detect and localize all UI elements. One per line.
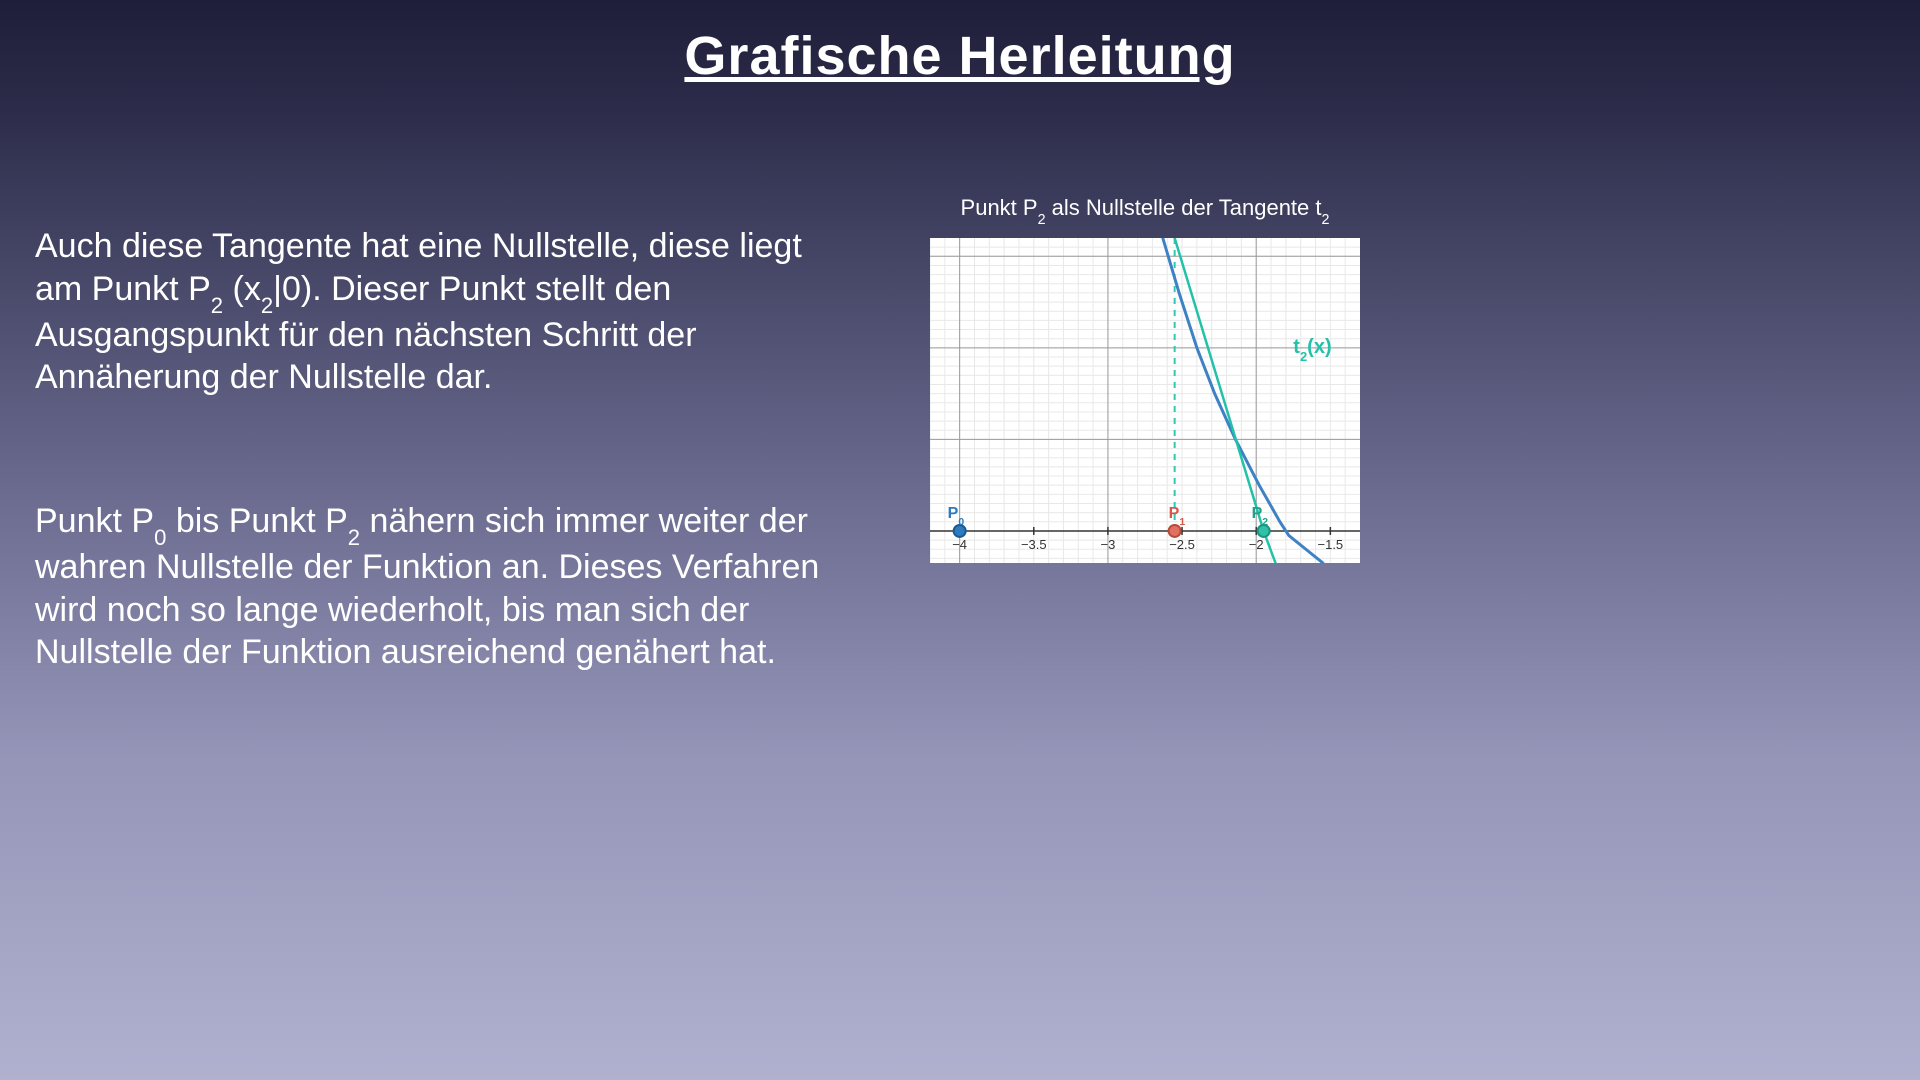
paragraph-1: Auch diese Tangente hat eine Nullstelle,… [35, 225, 855, 399]
chart-container: Punkt P2 als Nullstelle der Tangente t2 … [930, 195, 1360, 563]
x-tick-label: −2 [1236, 537, 1276, 552]
x-tick-label: −2.5 [1162, 537, 1202, 552]
point-label-P0: P0 [948, 505, 964, 525]
paragraph-2: Punkt P0 bis Punkt P2 nähern sich immer … [35, 500, 855, 674]
x-tick-label: −3.5 [1014, 537, 1054, 552]
page-title: Grafische Herleitung [0, 25, 1920, 87]
curve-label: t2(x) [1293, 336, 1331, 361]
point-label-P2: P2 [1252, 505, 1268, 525]
point-label-P1: P1 [1169, 505, 1185, 525]
x-tick-label: −1.5 [1310, 537, 1350, 552]
chart-title: Punkt P2 als Nullstelle der Tangente t2 [930, 195, 1360, 224]
chart-plot: −4 −3.5 −3 −2.5 −2 −1.5 t2(x) P0 P1 P2 [930, 238, 1360, 563]
x-tick-label: −4 [940, 537, 980, 552]
x-tick-label: −3 [1088, 537, 1128, 552]
